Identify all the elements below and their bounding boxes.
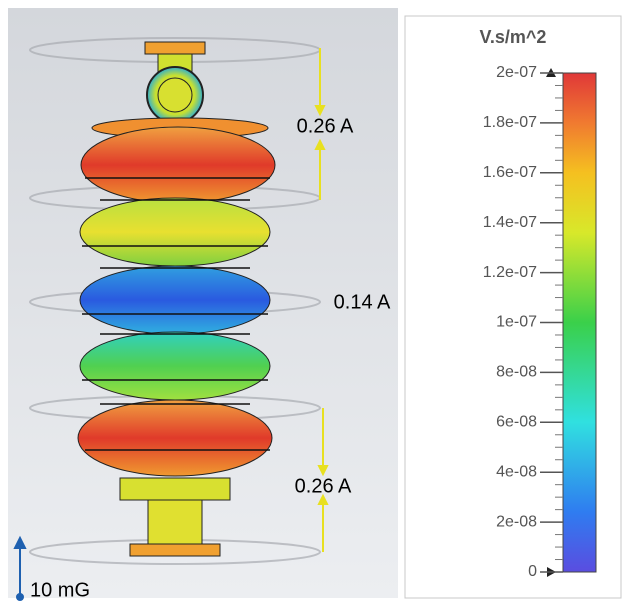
tick-label: 6e-08 <box>496 414 537 431</box>
tick-label: 4e-08 <box>496 463 537 480</box>
tick-label: 1.4e-07 <box>483 214 537 231</box>
tick-label: 1.6e-07 <box>483 164 537 181</box>
tick-label: 1.8e-07 <box>483 114 537 131</box>
tick-label: 1.2e-07 <box>483 264 537 281</box>
tick-label: 0 <box>528 563 537 580</box>
colorbar <box>563 73 596 572</box>
colorbar-title: V.s/m^2 <box>480 27 547 47</box>
field-render: 0.26 A 0.14 A 0.26 A 10 mG <box>8 8 398 601</box>
tick-label: 8e-08 <box>496 364 537 381</box>
annotation: 0.14 A <box>334 291 391 313</box>
tick-label: 2e-07 <box>496 64 537 81</box>
annotation: 10 mG <box>30 579 90 601</box>
annotation: 0.26 A <box>297 115 354 137</box>
colorbar-panel: V.s/m^2 0 2e-08 4e-08 6e-08 8e-08 1e-07 1.2e-0… <box>405 16 621 598</box>
tick-label: 2e-08 <box>496 513 537 530</box>
annotation: 0.26 A <box>295 475 352 497</box>
page: {"annotations": {"top_current": "0.26 A"… <box>0 0 627 606</box>
tick-label: 1e-07 <box>496 314 537 331</box>
screenshot: 0.26 A 0.14 A 0.26 A 10 mG V.s/m^2 0 2e-0… <box>0 0 627 606</box>
